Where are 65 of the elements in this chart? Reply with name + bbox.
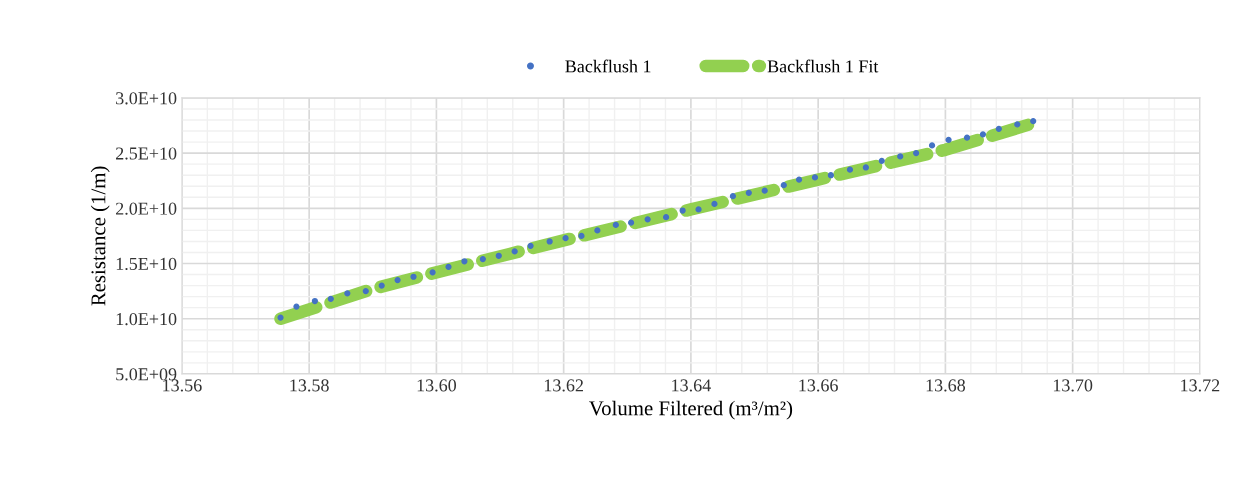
point (745, 189, 752, 196)
point (1030, 118, 1037, 125)
y-tick-label: 2.5E+10 (116, 147, 177, 160)
point (679, 207, 686, 214)
y-tick-label: 3.0E+10 (116, 92, 177, 105)
y-tick-label: 5.0E+09 (116, 368, 177, 381)
y-tick-label: 2.0E+10 (116, 202, 177, 215)
point (461, 258, 468, 265)
x-tick-label: 13.64 (672, 379, 711, 392)
point (344, 290, 351, 297)
x-tick-label: 13.72 (1181, 379, 1220, 392)
point (979, 131, 987, 138)
point (612, 221, 619, 228)
point (546, 238, 553, 245)
point (945, 136, 952, 143)
x-tick-label: 13.56 (163, 379, 202, 392)
point (378, 282, 385, 289)
y-tick-label: 1.5E+10 (116, 257, 177, 271)
point (928, 142, 936, 149)
point (594, 227, 601, 234)
point (511, 248, 518, 255)
x-tick-label: 13.58 (290, 379, 329, 392)
x-tick-label: 13.66 (799, 379, 838, 392)
point (827, 172, 834, 179)
point (1014, 121, 1021, 128)
y-axis-title: Resistance (1/m) (90, 166, 110, 306)
point (327, 295, 334, 302)
y-tick-label: 1.0E+10 (116, 312, 177, 326)
legend-label: Backflush 1 (565, 59, 651, 73)
x-tick-label: 13.62 (544, 379, 583, 392)
point (811, 174, 819, 181)
point (293, 303, 300, 310)
point (277, 314, 284, 321)
point (862, 164, 869, 171)
point (761, 187, 768, 194)
point (711, 200, 718, 208)
point (795, 176, 803, 183)
x-axis-title: Volume Filtered (m³/m²) (589, 400, 793, 420)
x-tick-label: 13.68 (926, 379, 966, 392)
x-tick-label: 13.70 (1053, 379, 1093, 392)
point (578, 232, 585, 240)
point (662, 214, 670, 221)
point (627, 219, 635, 226)
point (897, 153, 904, 160)
point (362, 288, 369, 295)
x-tick-label: 13.60 (417, 379, 457, 392)
point (410, 273, 417, 280)
point (963, 134, 971, 141)
point (479, 256, 486, 263)
point (394, 276, 401, 284)
point (995, 125, 1002, 132)
point (644, 216, 651, 223)
point (846, 166, 854, 173)
point (429, 269, 436, 276)
point (311, 297, 318, 305)
point (495, 252, 502, 259)
point (445, 263, 452, 270)
point (527, 242, 534, 249)
point (913, 150, 920, 157)
point (695, 206, 702, 213)
point (729, 193, 736, 200)
point (878, 157, 885, 164)
point (562, 235, 569, 242)
point (780, 182, 787, 189)
legend-label: Backflush 1 Fit (767, 59, 879, 73)
